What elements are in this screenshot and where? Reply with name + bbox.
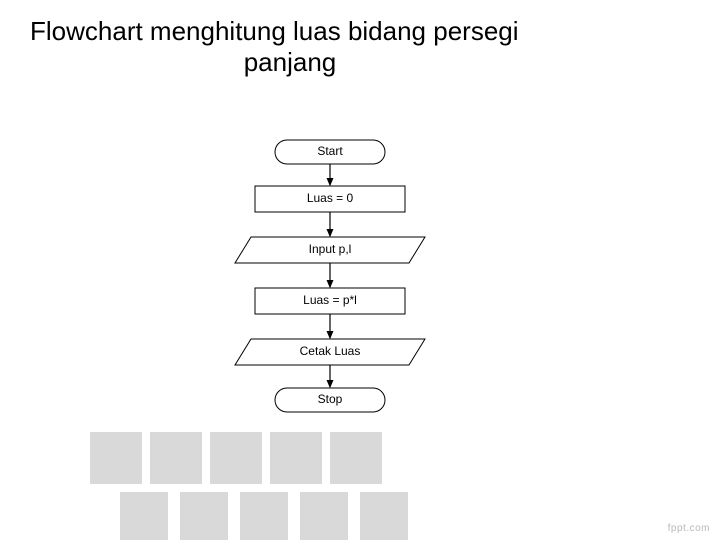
svg-text:Luas = 0: Luas = 0 — [307, 191, 354, 205]
svg-text:Cetak Luas: Cetak Luas — [300, 344, 361, 358]
node-init: Luas = 0 — [255, 186, 405, 212]
node-input: Input p,l — [235, 237, 425, 263]
flowchart: Start Luas = 0 Input p,l Luas = p*l Cetak Lu… — [0, 0, 720, 540]
watermark: fppt.com — [668, 523, 710, 534]
node-start: Start — [275, 140, 385, 164]
svg-text:Input p,l: Input p,l — [309, 242, 352, 256]
node-stop: Stop — [275, 388, 385, 412]
svg-text:Start: Start — [317, 144, 343, 158]
node-calc: Luas = p*l — [255, 288, 405, 314]
svg-text:Luas = p*l: Luas = p*l — [303, 293, 357, 307]
svg-text:Stop: Stop — [318, 392, 343, 406]
node-output: Cetak Luas — [235, 339, 425, 365]
